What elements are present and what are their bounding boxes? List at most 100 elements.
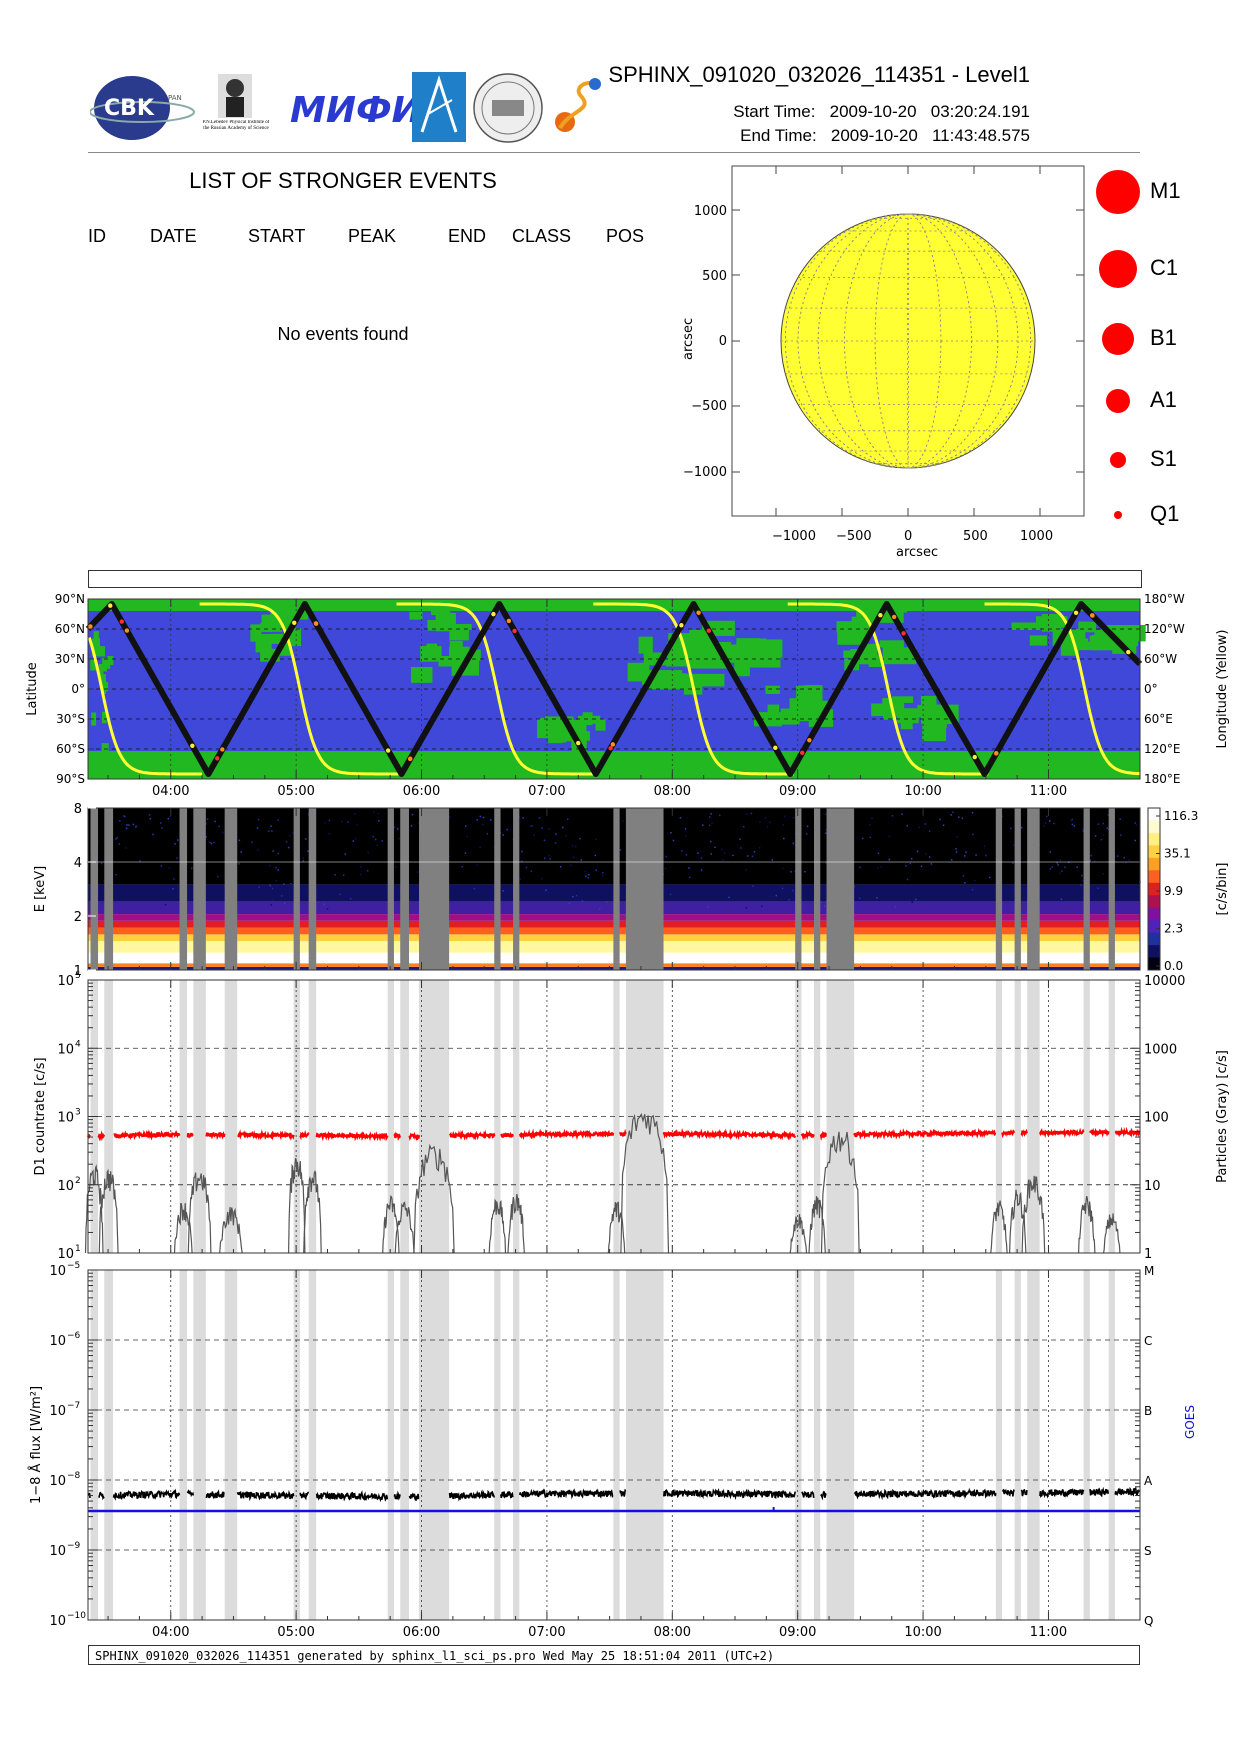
heliographic-grid bbox=[781, 213, 1035, 469]
spectral-noise-pixel bbox=[924, 823, 927, 825]
spectral-noise-pixel bbox=[861, 837, 864, 840]
particle-region-patch bbox=[430, 604, 451, 616]
spectral-noise-pixel bbox=[1056, 862, 1058, 864]
spectral-noise-pixel bbox=[164, 903, 167, 906]
spectral-noise-pixel bbox=[760, 905, 763, 907]
sun-xtick-2: 0 bbox=[904, 529, 912, 544]
spectral-noise-pixel bbox=[339, 893, 341, 896]
data-gap-band bbox=[1108, 980, 1115, 1253]
spectral-noise-pixel bbox=[1071, 818, 1074, 821]
energy-tick-label: 8 bbox=[74, 802, 82, 817]
latitude-tick-label: 0° bbox=[71, 682, 85, 696]
data-gap-band bbox=[419, 1270, 450, 1620]
spectral-noise-pixel bbox=[213, 841, 215, 844]
spectral-noise-pixel bbox=[664, 867, 667, 870]
spectral-noise-pixel bbox=[128, 824, 130, 826]
spectral-noise-pixel bbox=[952, 811, 954, 814]
particle-region-patch bbox=[426, 643, 438, 656]
spectral-noise-pixel bbox=[825, 829, 827, 831]
spectral-noise-pixel bbox=[372, 835, 375, 838]
sphinx-flux-series bbox=[1001, 1488, 1015, 1497]
spectral-noise-pixel bbox=[381, 840, 383, 842]
particle-region-patch bbox=[261, 614, 283, 632]
particle-countrate-trace bbox=[303, 1169, 322, 1254]
d1-countrate-series bbox=[662, 1127, 797, 1141]
countrate-tick-exponent: 3 bbox=[75, 1108, 81, 1118]
sun-map: −1000 −500 0 500 1000 arcsec 1000 500 0 … bbox=[681, 165, 1085, 560]
spectral-noise-pixel bbox=[722, 859, 724, 862]
spectral-noise-pixel bbox=[116, 836, 119, 839]
spectral-noise-pixel bbox=[222, 831, 224, 834]
spectral-noise-pixel bbox=[804, 870, 806, 873]
colorbar-segment bbox=[1148, 945, 1160, 959]
data-gap-band bbox=[419, 808, 450, 970]
spectral-noise-pixel bbox=[1134, 822, 1136, 824]
spectral-noise-pixel bbox=[1097, 887, 1099, 890]
spectral-noise-pixel bbox=[1012, 862, 1014, 864]
longitude-tick-label: 180°W bbox=[1144, 592, 1185, 606]
d1-countrate-series bbox=[1089, 1127, 1110, 1138]
particle-region-patch bbox=[767, 704, 780, 719]
spectral-noise-pixel bbox=[1049, 820, 1051, 822]
data-gap-band bbox=[1027, 1270, 1040, 1620]
spectral-noise-pixel bbox=[751, 907, 754, 910]
spectral-noise-pixel bbox=[1061, 870, 1063, 872]
d1-countrate-series bbox=[800, 1129, 815, 1142]
colorbar-segment bbox=[1148, 882, 1160, 896]
spectral-noise-pixel bbox=[962, 874, 965, 877]
spectral-noise-pixel bbox=[700, 857, 703, 859]
spectral-noise-pixel bbox=[669, 893, 672, 896]
particle-region-patch bbox=[99, 665, 104, 677]
flux-tick-base: 10 bbox=[49, 1544, 66, 1559]
data-gap-band bbox=[1108, 808, 1115, 970]
spectral-noise-pixel bbox=[205, 823, 208, 825]
spectral-noise-pixel bbox=[544, 857, 546, 859]
track-intensity-dot bbox=[407, 756, 413, 762]
spectral-noise-pixel bbox=[971, 888, 974, 891]
spectral-noise-pixel bbox=[324, 821, 326, 824]
spectral-noise-pixel bbox=[740, 847, 742, 849]
spectral-noise-pixel bbox=[1134, 839, 1137, 842]
legend-label-q1: Q1 bbox=[1150, 501, 1180, 526]
countrate-ylabel: D1 countrate [c/s] bbox=[33, 1057, 48, 1175]
spectral-noise-pixel bbox=[280, 895, 283, 897]
spectral-noise-pixel bbox=[410, 825, 413, 827]
spectral-noise-pixel bbox=[530, 870, 532, 873]
sun-ytick-4: −1000 bbox=[683, 465, 727, 480]
spectral-noise-pixel bbox=[356, 824, 358, 826]
spectral-noise-pixel bbox=[548, 854, 550, 857]
spectral-noise-pixel bbox=[802, 897, 804, 900]
spectral-noise-pixel bbox=[302, 860, 305, 862]
sphinx-flux-series bbox=[500, 1490, 514, 1499]
longitude-tick-label: 60°W bbox=[1144, 652, 1177, 666]
particle-region-patch bbox=[1078, 621, 1097, 633]
particle-region-patch bbox=[1029, 635, 1047, 646]
spectral-noise-pixel bbox=[950, 859, 953, 861]
particle-countrate-trace bbox=[488, 1198, 507, 1254]
spectral-noise-pixel bbox=[584, 870, 586, 873]
particle-countrate-trace bbox=[219, 1207, 243, 1254]
data-gap-band bbox=[795, 808, 802, 970]
data-gap-band bbox=[795, 1270, 802, 1620]
spectral-noise-pixel bbox=[149, 817, 152, 820]
spectral-noise-pixel bbox=[915, 898, 917, 901]
spectral-noise-pixel bbox=[876, 897, 878, 899]
colorbar-segment bbox=[1148, 907, 1160, 921]
flux-tick-base: 10 bbox=[49, 1474, 66, 1489]
spectral-noise-pixel bbox=[939, 818, 941, 821]
particle-region-patch bbox=[863, 643, 881, 651]
spectral-noise-pixel bbox=[928, 856, 931, 858]
flux-tick-base: 10 bbox=[49, 1404, 66, 1419]
data-gap-band bbox=[90, 1270, 99, 1620]
spectral-noise-pixel bbox=[115, 873, 117, 876]
spectral-noise-pixel bbox=[269, 864, 271, 867]
spectral-noise-pixel bbox=[732, 854, 734, 857]
events-list-title: LIST OF STRONGER EVENTS bbox=[189, 168, 497, 193]
spectral-noise-pixel bbox=[1012, 844, 1015, 847]
colorbar-tick-label: 2.3 bbox=[1164, 922, 1183, 936]
particle-region-patch bbox=[650, 673, 687, 690]
spectral-noise-pixel bbox=[538, 817, 541, 819]
spectral-noise-pixel bbox=[464, 852, 467, 854]
data-gap-band bbox=[1014, 808, 1021, 970]
spectral-noise-pixel bbox=[160, 822, 162, 824]
